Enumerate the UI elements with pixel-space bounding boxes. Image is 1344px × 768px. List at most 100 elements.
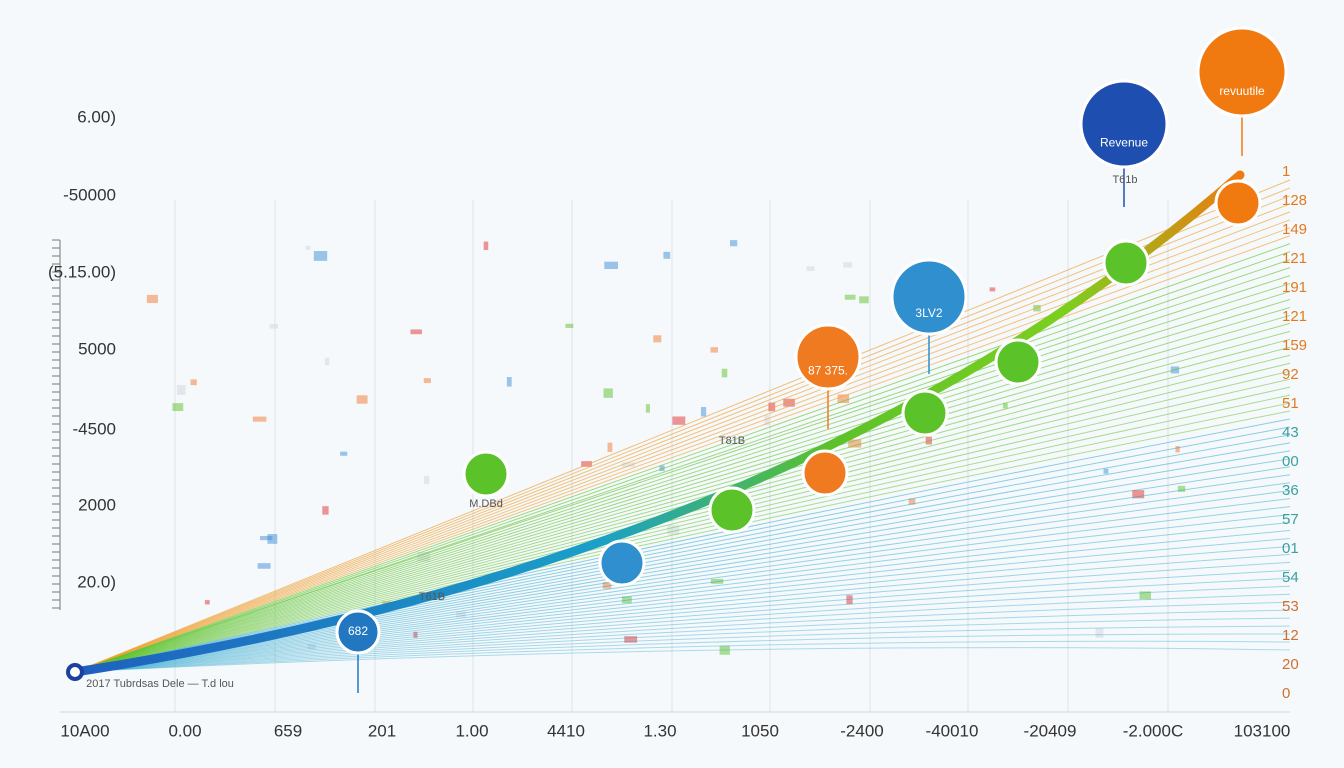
- right-label: 121: [1282, 250, 1307, 267]
- decor-dot: [721, 368, 728, 378]
- fan-line: [74, 561, 1291, 673]
- icon-badge: [801, 449, 849, 497]
- decor-dot: [710, 578, 724, 584]
- decor-dot: [859, 296, 869, 304]
- annotation: M.DBd: [469, 498, 503, 510]
- fan-line: [74, 283, 1291, 673]
- decor-dot: [1139, 591, 1152, 600]
- fan-line: [74, 514, 1291, 673]
- decor-dot: [844, 294, 856, 300]
- x-tick-label: 201: [368, 721, 396, 740]
- right-label: 12: [1282, 627, 1299, 644]
- decor-dot: [667, 525, 680, 535]
- fan-line: [74, 299, 1291, 673]
- decor-dot: [764, 415, 770, 426]
- y-tick-label: 6.00): [77, 107, 116, 126]
- decor-dot: [672, 416, 686, 425]
- y-tick-label: 20.0): [77, 572, 116, 591]
- fan-line: [74, 553, 1291, 673]
- decor-dot: [653, 335, 662, 343]
- fan-line: [74, 647, 1291, 673]
- decor-dot: [259, 535, 273, 541]
- decor-dot: [1132, 490, 1145, 499]
- right-label: 128: [1282, 192, 1307, 209]
- right-label: 57: [1282, 511, 1299, 528]
- x-tick-label: 659: [274, 721, 302, 740]
- decor-dot: [603, 388, 613, 398]
- fan-line: [74, 291, 1291, 673]
- right-label: 20: [1282, 656, 1299, 673]
- decor-dot: [806, 266, 815, 271]
- fan-line: [74, 577, 1291, 673]
- decor-dot: [313, 251, 328, 261]
- right-label: 159: [1282, 337, 1307, 354]
- x-tick-label: -2.000C: [1123, 721, 1183, 740]
- decor-dot: [843, 262, 853, 268]
- badge: [890, 258, 968, 336]
- annotation: T61b: [1112, 174, 1137, 186]
- decor-dot: [252, 416, 267, 422]
- decor-dot: [413, 631, 418, 638]
- fan-line: [74, 370, 1291, 673]
- fan-line: [74, 601, 1291, 673]
- right-label: 51: [1282, 395, 1299, 412]
- fan-line: [74, 386, 1291, 673]
- decor-dot: [1103, 468, 1109, 474]
- fan-line: [74, 219, 1291, 673]
- decor-dot: [645, 404, 650, 413]
- badge-label: 682: [348, 624, 368, 638]
- decor-dot: [356, 395, 368, 404]
- icon-badge: [901, 389, 949, 437]
- decor-dot: [1002, 403, 1008, 409]
- x-tick-label: -40010: [926, 721, 979, 740]
- right-label: 01: [1282, 540, 1299, 557]
- fan-line: [74, 394, 1291, 673]
- right-label: 43: [1282, 424, 1299, 441]
- fan-line: [74, 306, 1291, 673]
- icon-badge: [708, 486, 756, 534]
- decor-dot: [322, 506, 329, 515]
- y-tick-label: -50000: [63, 185, 116, 204]
- decor-dot: [307, 643, 316, 650]
- y-tick-label: 2000: [78, 495, 116, 514]
- decor-dot: [267, 534, 278, 544]
- icon-badge: [994, 338, 1042, 386]
- x-tick-label: 1.30: [643, 721, 676, 740]
- decor-dot: [837, 394, 850, 404]
- decor-dot: [483, 241, 489, 251]
- right-label: 149: [1282, 221, 1307, 238]
- fan-line: [74, 640, 1291, 673]
- decor-dot: [729, 240, 738, 247]
- fan-line: [74, 410, 1291, 673]
- fan-line: [74, 330, 1291, 673]
- decor-dot: [176, 384, 186, 395]
- decor-dot: [1177, 485, 1186, 492]
- badge: [1196, 26, 1288, 118]
- badge-label: 87 375.: [808, 364, 848, 378]
- decor-dot: [581, 461, 592, 467]
- decor-dot: [257, 563, 271, 569]
- right-label: 191: [1282, 279, 1307, 296]
- icon-badge: [1102, 239, 1150, 287]
- right-label: 92: [1282, 366, 1299, 383]
- badge: [1079, 79, 1169, 169]
- annotation: 2017 Tubrdsas Dele — T.d lou: [86, 678, 234, 690]
- decor-dot: [1175, 446, 1180, 453]
- main-curve: [70, 170, 1245, 677]
- badge-label: revuutile: [1219, 84, 1265, 98]
- fan-line: [74, 537, 1291, 673]
- fan-line: [74, 593, 1291, 673]
- fan-line: [74, 418, 1291, 673]
- right-label: 0: [1282, 685, 1290, 702]
- start-point: [66, 663, 84, 681]
- decor-dot: [783, 398, 795, 407]
- decor-dot: [846, 595, 853, 605]
- decor-dot: [455, 611, 466, 618]
- badge: [794, 323, 862, 391]
- right-label: 121: [1282, 308, 1307, 325]
- decor-dot: [989, 287, 996, 292]
- decor-dot: [659, 465, 665, 471]
- x-tick-label: 4410: [547, 721, 585, 740]
- decor-dot: [340, 451, 348, 456]
